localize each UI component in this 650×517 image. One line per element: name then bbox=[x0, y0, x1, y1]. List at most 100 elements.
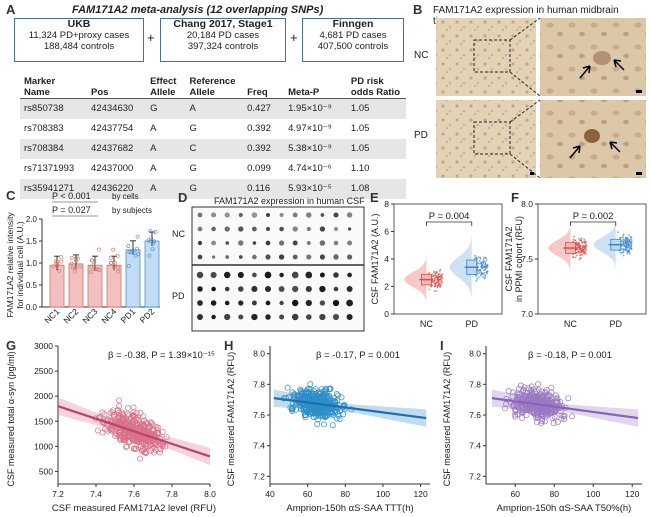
x-tick-label: 8.0 bbox=[204, 489, 216, 499]
col-header: Marker Name bbox=[20, 64, 88, 99]
data-point bbox=[329, 411, 336, 418]
blot-dot bbox=[332, 299, 340, 307]
data-point bbox=[322, 413, 329, 420]
data-point bbox=[574, 239, 577, 242]
data-point bbox=[525, 404, 532, 411]
data-point bbox=[517, 397, 524, 404]
table-cell: G bbox=[146, 98, 186, 119]
data-point bbox=[582, 246, 585, 249]
p-value: P = 0.002 bbox=[573, 211, 614, 222]
blot-dot bbox=[238, 286, 244, 292]
blot-dot bbox=[210, 300, 217, 306]
data-point bbox=[481, 267, 484, 270]
blot-dot bbox=[211, 255, 216, 259]
data-point bbox=[620, 252, 623, 254]
arrow-icon bbox=[579, 65, 591, 79]
blot-dot bbox=[238, 240, 244, 246]
table-row: rs71371993 42437000 A G 0.099 4.74×10⁻⁶ 1.10 bbox=[20, 159, 406, 179]
data-point bbox=[288, 405, 295, 412]
cohort-name: Chang 2017, Stage1 bbox=[173, 18, 273, 30]
data-point bbox=[131, 424, 138, 431]
pd-row-label: PD bbox=[172, 291, 185, 301]
table-cell: 42436220 bbox=[87, 178, 147, 199]
data-point bbox=[314, 421, 321, 428]
data-point bbox=[539, 395, 546, 402]
blot-dot bbox=[279, 226, 284, 232]
data-point bbox=[577, 252, 580, 255]
data-point bbox=[557, 399, 564, 406]
data-point bbox=[78, 264, 82, 269]
blot-dot bbox=[319, 240, 326, 246]
data-point bbox=[485, 271, 488, 274]
cohort-cases: 20,184 PD cases bbox=[186, 30, 260, 41]
cohort-cases: 11,324 PD+proxy cases bbox=[28, 30, 130, 41]
blot-dot bbox=[265, 314, 271, 320]
blot-dot bbox=[332, 313, 340, 321]
blot-dot bbox=[251, 313, 258, 321]
blot-dot bbox=[292, 285, 299, 293]
data-point bbox=[622, 235, 624, 237]
blot-dot bbox=[292, 226, 298, 232]
blot-dot bbox=[211, 240, 217, 246]
blot-dot bbox=[251, 285, 258, 293]
data-point bbox=[617, 231, 620, 234]
data-point bbox=[329, 412, 336, 419]
panel-f-chart: 8.0 7.5 7.0 NC PD P = 0.002 CSF FAM171A2 in PPM… bbox=[504, 199, 647, 329]
panel-d-title: FAM171A2 expression in human CSF bbox=[214, 196, 365, 206]
data-point bbox=[474, 254, 477, 257]
data-point bbox=[534, 414, 541, 421]
data-point bbox=[131, 249, 136, 254]
scale-bar bbox=[636, 172, 642, 175]
x-tick-label: 100 bbox=[376, 489, 390, 499]
x-tick-label: NC2 bbox=[61, 306, 80, 325]
panel-h-label: H bbox=[224, 338, 234, 353]
data-point bbox=[289, 407, 296, 414]
table-cell: 1.10 bbox=[350, 163, 370, 174]
blot-dot bbox=[210, 271, 217, 279]
data-point bbox=[622, 251, 625, 254]
table-cell: 5.93×10⁻⁵ bbox=[284, 178, 347, 199]
x-tick-label: NC4 bbox=[99, 306, 118, 325]
data-point bbox=[140, 438, 147, 445]
data-point bbox=[574, 256, 577, 259]
data-point bbox=[127, 250, 132, 255]
data-point bbox=[501, 405, 508, 412]
data-point bbox=[310, 390, 317, 397]
data-point bbox=[584, 248, 587, 251]
blot-dot bbox=[306, 226, 311, 232]
x-tick-label: 7.4 bbox=[90, 489, 102, 499]
data-point bbox=[159, 428, 166, 435]
table-row: rs708384 42437682 A C 0.392 5.38×10⁻⁹ 1.05 bbox=[20, 138, 406, 159]
data-point bbox=[306, 405, 313, 412]
blot-dot bbox=[347, 272, 352, 278]
data-point bbox=[581, 249, 584, 252]
col-header: PD risk odds Ratio bbox=[346, 64, 406, 99]
x-tick-label: NC1 bbox=[42, 306, 61, 325]
blot-dot bbox=[224, 286, 230, 292]
y-tick-label: 4 bbox=[384, 254, 389, 264]
table-cell: rs708384 bbox=[20, 138, 88, 159]
data-point bbox=[519, 408, 526, 415]
data-point bbox=[327, 385, 334, 392]
data-point bbox=[151, 241, 155, 246]
blot-dot bbox=[211, 226, 216, 232]
data-point bbox=[126, 412, 133, 419]
data-point bbox=[623, 239, 626, 242]
data-point bbox=[433, 271, 435, 274]
data-point bbox=[579, 257, 582, 260]
data-point bbox=[428, 288, 431, 291]
data-point bbox=[437, 276, 440, 279]
data-point bbox=[484, 268, 487, 271]
data-point bbox=[482, 258, 485, 261]
nc-row-label: NC bbox=[414, 50, 429, 61]
data-point bbox=[124, 404, 131, 411]
data-point bbox=[623, 241, 625, 244]
data-point bbox=[71, 265, 76, 270]
y-tick-label: 3000 bbox=[34, 341, 53, 351]
data-point bbox=[88, 270, 93, 275]
stat-text: by subjects bbox=[112, 206, 152, 215]
blot-dot bbox=[251, 212, 258, 218]
data-point bbox=[517, 382, 524, 389]
y-tick-label: 1.5 bbox=[26, 237, 38, 246]
y-axis-label: CSF measured FAM171A2 (RFU) bbox=[226, 352, 236, 487]
